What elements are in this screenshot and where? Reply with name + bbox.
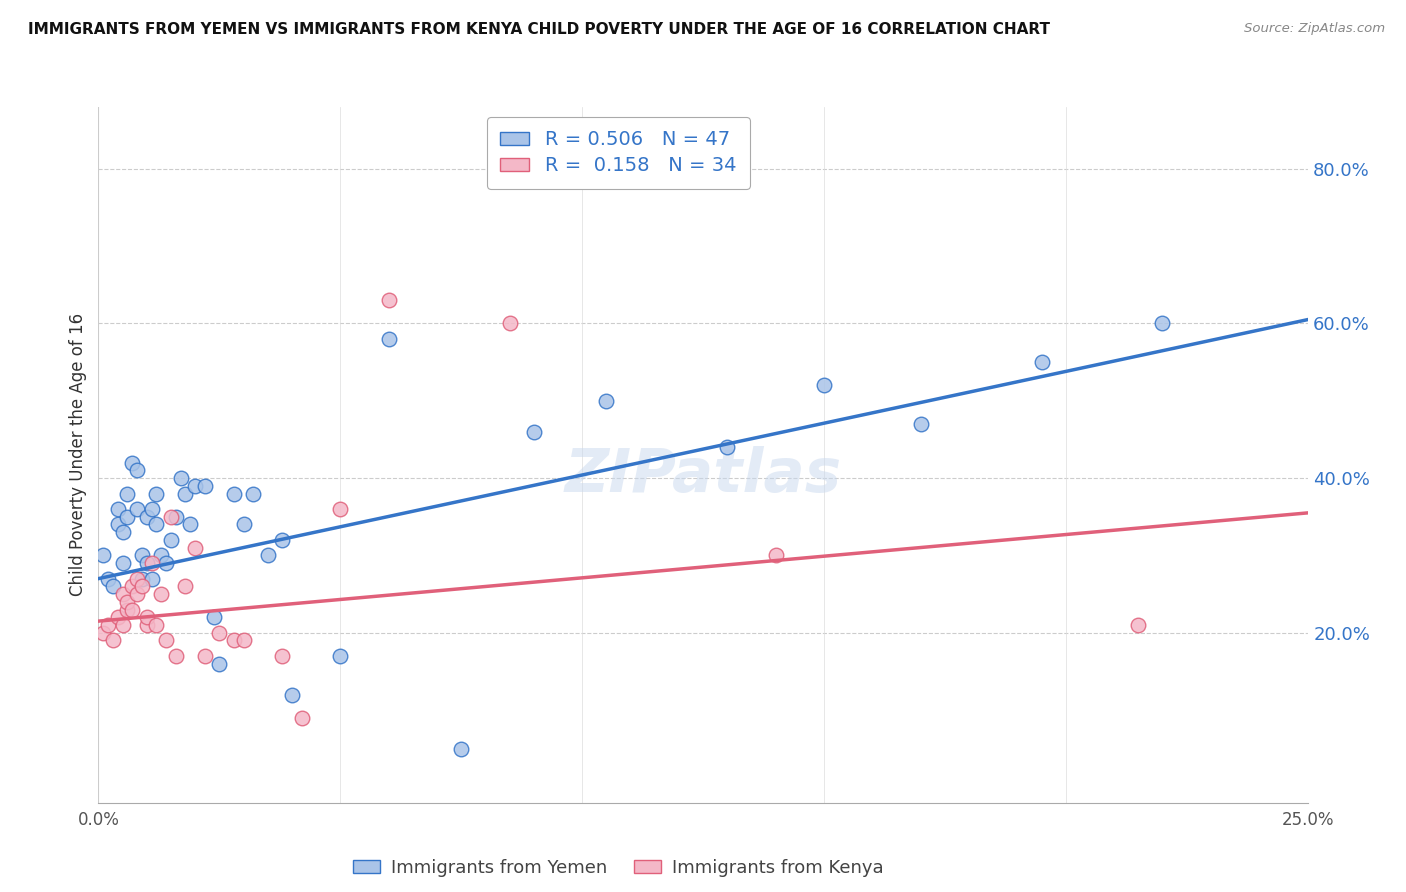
Y-axis label: Child Poverty Under the Age of 16: Child Poverty Under the Age of 16 (69, 313, 87, 597)
Point (1128, 618, 1150, 632)
Point (117, 509, 139, 524)
Point (377, 332, 399, 346)
Point (155, 556, 177, 570)
Point (127, 502, 149, 516)
Point (135, 618, 157, 632)
Point (184, 479, 207, 493)
Point (208, 625, 231, 640)
Point (145, 517, 167, 532)
Point (222, 486, 245, 500)
Point (107, 502, 129, 516)
Legend: Immigrants from Yemen, Immigrants from Kenya: Immigrants from Yemen, Immigrants from K… (346, 852, 891, 884)
Point (165, 648, 187, 663)
Point (91, 549, 114, 563)
Point (141, 572, 163, 586)
Point (101, 633, 124, 648)
Point (111, 525, 134, 540)
Text: IMMIGRANTS FROM YEMEN VS IMMIGRANTS FROM KENYA CHILD POVERTY UNDER THE AGE OF 16: IMMIGRANTS FROM YEMEN VS IMMIGRANTS FROM… (28, 22, 1050, 37)
Point (160, 533, 183, 547)
Point (135, 556, 157, 570)
Point (169, 471, 191, 485)
Point (107, 517, 129, 532)
Point (121, 579, 143, 593)
Point (131, 579, 153, 593)
Point (135, 610, 157, 624)
Point (131, 572, 153, 586)
Point (179, 517, 201, 532)
Point (271, 648, 294, 663)
Point (174, 486, 197, 500)
Point (107, 610, 129, 624)
Point (117, 595, 139, 609)
Point (155, 633, 177, 648)
Point (765, 549, 787, 563)
Point (127, 463, 149, 477)
Point (716, 440, 738, 454)
Point (101, 579, 124, 593)
Point (97, 618, 120, 632)
Point (194, 648, 217, 663)
Point (91, 625, 114, 640)
Point (232, 633, 254, 648)
Point (111, 618, 134, 632)
Point (97, 572, 120, 586)
Point (174, 579, 197, 593)
Point (121, 602, 143, 616)
Point (1031, 355, 1053, 369)
Point (150, 587, 173, 601)
Point (813, 378, 835, 392)
Point (242, 486, 264, 500)
Point (377, 293, 399, 308)
Point (127, 587, 149, 601)
Point (290, 711, 312, 725)
Point (204, 610, 226, 624)
Point (145, 486, 167, 500)
Point (141, 556, 163, 570)
Point (165, 509, 187, 524)
Point (329, 502, 352, 516)
Point (111, 587, 134, 601)
Point (450, 741, 472, 756)
Point (131, 549, 153, 563)
Point (281, 688, 304, 702)
Point (910, 417, 932, 431)
Point (184, 541, 207, 555)
Point (135, 509, 157, 524)
Point (117, 602, 139, 616)
Point (141, 502, 163, 516)
Point (160, 509, 183, 524)
Point (271, 533, 294, 547)
Point (121, 456, 143, 470)
Point (194, 479, 217, 493)
Point (232, 517, 254, 532)
Point (498, 317, 520, 331)
Point (145, 618, 167, 632)
Point (111, 556, 134, 570)
Point (1152, 317, 1174, 331)
Point (523, 425, 546, 439)
Point (595, 393, 617, 408)
Point (329, 648, 352, 663)
Point (127, 572, 149, 586)
Point (150, 549, 173, 563)
Point (208, 657, 231, 671)
Point (117, 486, 139, 500)
Text: ZIPatlas: ZIPatlas (564, 446, 842, 505)
Point (222, 633, 245, 648)
Text: Source: ZipAtlas.com: Source: ZipAtlas.com (1244, 22, 1385, 36)
Point (256, 549, 278, 563)
